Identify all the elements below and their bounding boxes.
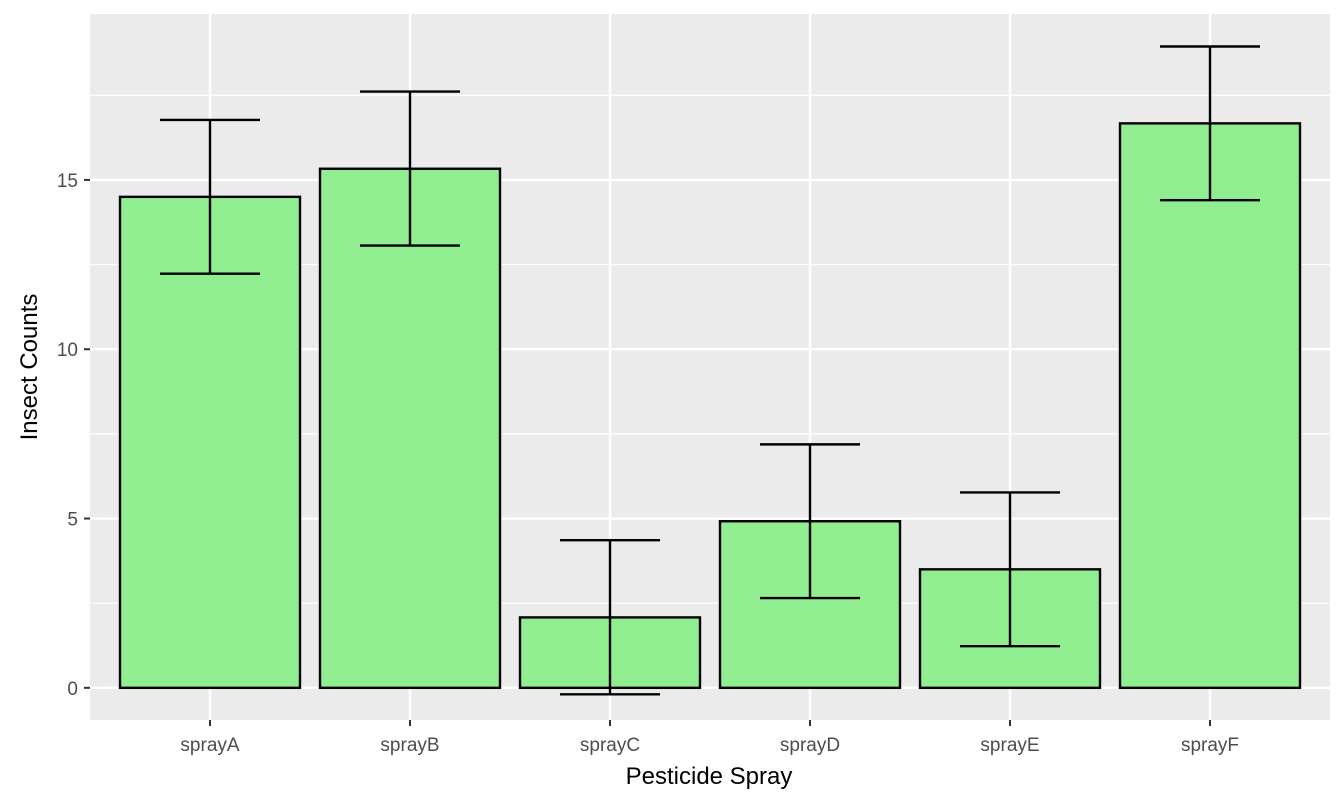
bar-sprayF (1118, 122, 1302, 690)
x-tick-label: sprayB (380, 735, 439, 756)
y-axis: 0 5 10 15 (57, 171, 90, 700)
error-bars (160, 45, 1260, 696)
x-tick-label: sprayD (780, 735, 840, 756)
bars (118, 122, 1302, 690)
bar-sprayB (318, 167, 502, 690)
error-bar-sprayB (360, 90, 460, 247)
y-tick-label: 0 (67, 679, 78, 700)
x-axis-title: Pesticide Spray (626, 763, 793, 790)
x-tick-label: sprayA (180, 735, 239, 756)
error-bar-sprayD (760, 443, 860, 600)
x-axis: sprayA sprayB sprayC sprayD sprayE sprayF (180, 720, 1239, 756)
x-tick-label: sprayC (580, 735, 640, 756)
x-tick-label: sprayF (1181, 735, 1239, 756)
y-tick-label: 5 (67, 510, 78, 531)
error-bar-sprayE (960, 491, 1060, 648)
error-bar-sprayC (560, 538, 660, 696)
y-tick-label: 15 (57, 171, 78, 192)
error-bar-sprayF (1160, 45, 1260, 202)
y-tick-label: 10 (57, 340, 78, 361)
error-bar-sprayA (160, 118, 260, 275)
x-tick-label: sprayE (980, 735, 1039, 756)
y-axis-title: Insect Counts (16, 294, 43, 441)
bar-sprayA (118, 195, 302, 690)
